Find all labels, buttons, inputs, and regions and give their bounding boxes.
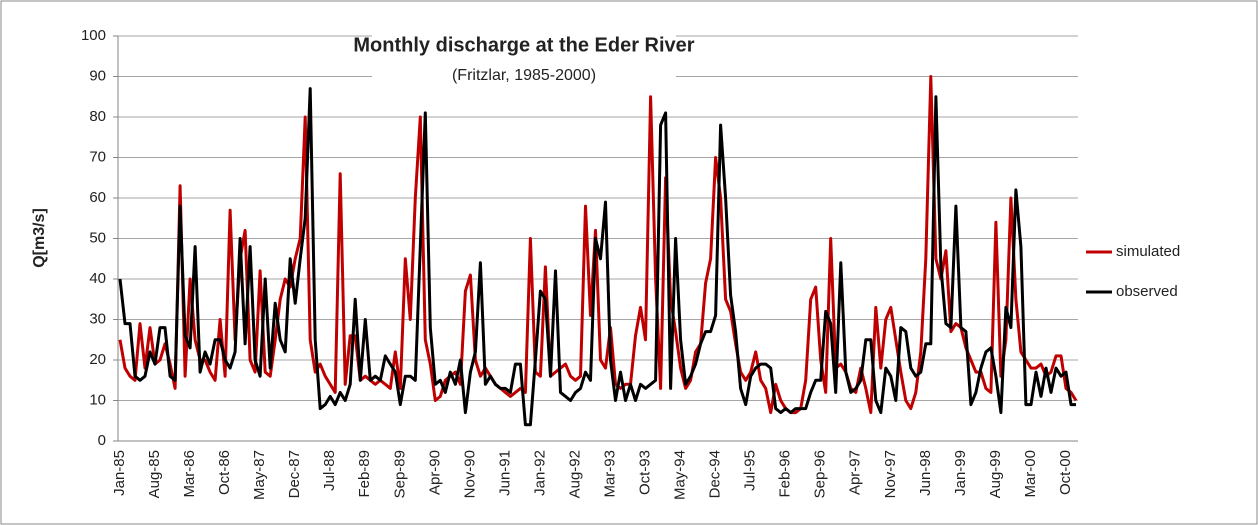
y-tick-label: 100 — [81, 27, 106, 44]
series-line — [118, 87, 1076, 427]
y-tick-label: 40 — [89, 270, 106, 287]
x-tick-label: Oct-93 — [637, 450, 654, 495]
x-tick-label: Jul-95 — [742, 450, 759, 491]
x-tick-label: Mar-00 — [1022, 450, 1039, 498]
x-tick-label: May-94 — [672, 450, 689, 500]
x-tick-label: Mar-93 — [601, 450, 618, 498]
x-tick-label: Nov-97 — [882, 450, 899, 498]
chart-title: Monthly discharge at the Eder River — [353, 34, 694, 56]
x-tick-label: Apr-97 — [847, 450, 864, 495]
x-tick-label: Jul-88 — [321, 450, 338, 491]
x-tick-label: Feb-89 — [356, 450, 373, 498]
x-tick-label: Jun-91 — [496, 450, 513, 496]
y-tick-label: 0 — [98, 432, 106, 449]
x-tick-label: Jan-92 — [531, 450, 548, 496]
x-tick-label: Feb-96 — [777, 450, 794, 498]
series-line — [118, 75, 1078, 415]
x-tick-label: Dec-87 — [286, 450, 303, 498]
x-tick-label: Oct-86 — [216, 450, 233, 495]
legend-label: observed — [1116, 283, 1178, 300]
x-tick-label: Jan-99 — [952, 450, 969, 496]
legend-label: simulated — [1116, 243, 1180, 260]
title-background — [372, 28, 676, 94]
x-tick-label: Aug-92 — [566, 450, 583, 498]
y-axis-label: Q[m3/s] — [31, 208, 48, 268]
x-tick-label: Mar-86 — [181, 450, 198, 498]
x-tick-label: Sep-89 — [391, 450, 408, 498]
x-tick-label: Aug-85 — [146, 450, 163, 498]
grid: 0 10 20 30 40 50 60 70 80 90 100 Jan-85 Aug-85 Mar-86… — [81, 27, 1078, 500]
chart-subtitle: (Fritzlar, 1985-2000) — [452, 67, 596, 84]
y-tick-label: 60 — [89, 189, 106, 206]
x-tick-label: May-87 — [251, 450, 268, 500]
y-tick-label: 30 — [89, 310, 106, 327]
y-tick-label: 80 — [89, 108, 106, 125]
y-tick-label: 10 — [89, 391, 106, 408]
y-tick-label: 90 — [89, 67, 106, 84]
x-tick-label: Aug-99 — [987, 450, 1004, 498]
y-tick-label: 20 — [89, 351, 106, 368]
x-tick-label: Sep-96 — [812, 450, 829, 498]
x-tick-label: Dec-94 — [707, 450, 724, 498]
lines — [118, 75, 1078, 427]
y-tick-label: 70 — [89, 148, 106, 165]
x-tick-label: Apr-90 — [426, 450, 443, 495]
y-tick-label: 50 — [89, 229, 106, 246]
x-tick-label: Nov-90 — [461, 450, 478, 498]
x-tick-label: Jan-85 — [111, 450, 128, 496]
x-tick-label: Jun-98 — [917, 450, 934, 496]
x-tick-label: Oct-00 — [1057, 450, 1074, 495]
